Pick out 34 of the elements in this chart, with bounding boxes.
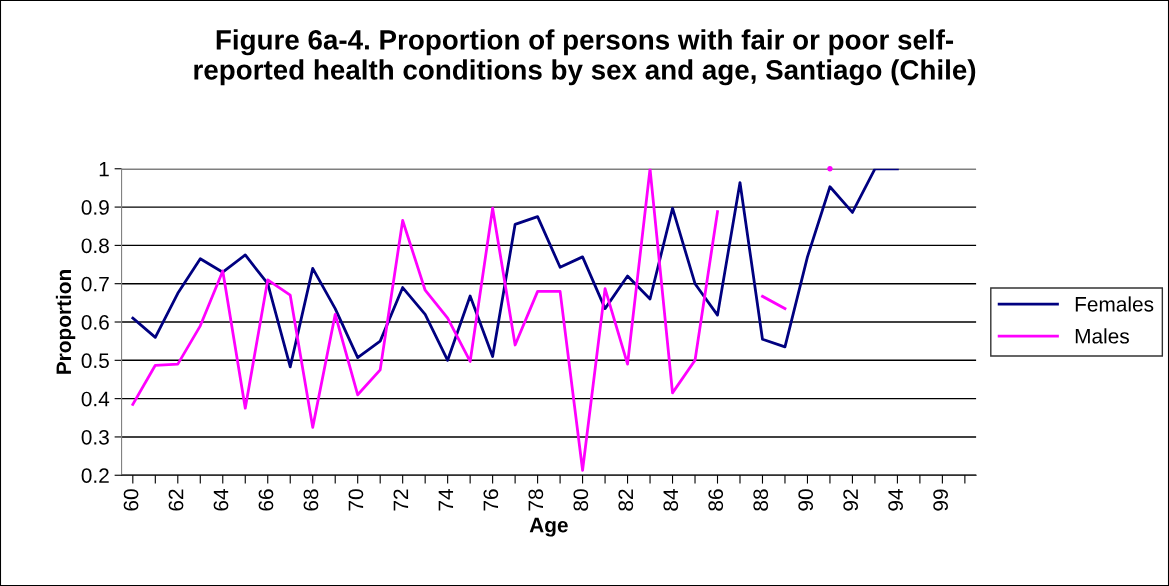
legend-label: Males: [1075, 328, 1129, 344]
x-tick-label: 68: [303, 489, 319, 511]
x-tick-label: 72: [393, 489, 409, 511]
legend-label: Females: [1075, 296, 1154, 312]
y-tick-label: 0.6: [81, 315, 109, 330]
y-tick-label: 0.2: [81, 468, 109, 483]
x-tick-label: 66: [258, 489, 274, 511]
x-tick-label: 76: [483, 489, 499, 511]
y-tick-label: 0.5: [81, 353, 109, 369]
x-tick-label: 62: [168, 489, 184, 511]
x-tick-label: 92: [843, 489, 859, 511]
x-tick-label: 88: [753, 489, 769, 511]
x-tick-label: 84: [663, 489, 679, 511]
y-axis-title: Proportion: [55, 270, 76, 374]
x-tick-label: 99: [933, 489, 948, 511]
y-tick-label: 0.7: [81, 276, 109, 292]
x-axis-title: Age: [529, 517, 568, 537]
y-tick-label: 0.4: [81, 391, 110, 407]
x-tick-label: 82: [618, 489, 634, 511]
x-tick-label: 90: [798, 489, 814, 511]
x-tick-label: 86: [708, 489, 724, 511]
y-tick-label: 1: [99, 161, 109, 177]
chart-title: Figure 6a-4. Proportion of persons with fair or poor self- reported health conditions by sex and age, Santiago (Chile): [194, 29, 976, 86]
x-tick-label: 94: [888, 489, 903, 511]
x-tick-label: 78: [528, 489, 544, 511]
x-tick-label: 80: [573, 489, 589, 511]
line-series: [131, 168, 899, 369]
y-tick-label: 0.9: [81, 200, 109, 215]
x-tick-label: 70: [348, 489, 364, 511]
x-tick-label: 64: [213, 489, 229, 511]
y-tick-label: 0.3: [81, 429, 109, 445]
x-tick-label: 74: [438, 489, 454, 511]
y-tick-label: 0.8: [81, 238, 109, 254]
x-tick-label: 60: [123, 489, 139, 511]
